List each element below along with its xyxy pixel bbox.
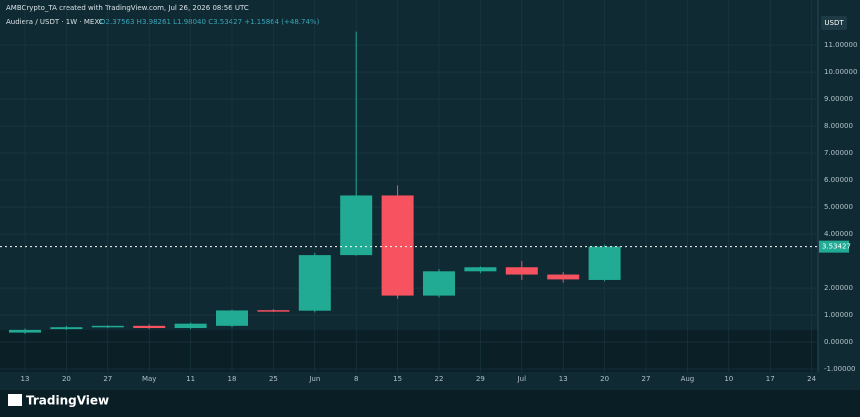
- candle-body: [174, 323, 207, 328]
- x-tick-label: 27: [642, 375, 651, 383]
- x-tick-label: May: [142, 375, 156, 383]
- y-tick-label: 1.00000: [824, 311, 853, 319]
- x-tick-label: 27: [103, 375, 112, 383]
- y-tick-label: 10.00000: [824, 68, 857, 76]
- x-tick-label: 13: [559, 375, 568, 383]
- candle-body: [547, 274, 580, 280]
- x-tick-label: 15: [393, 375, 402, 383]
- currency-label[interactable]: USDT: [824, 19, 844, 27]
- candle-body: [50, 327, 83, 330]
- candle-body: [505, 267, 538, 275]
- candle-body: [216, 310, 248, 326]
- x-tick-label: Aug: [681, 375, 695, 383]
- y-tick-label: -1.00000: [824, 365, 855, 373]
- x-tick-label: 25: [269, 375, 278, 383]
- x-tick-label: Jun: [308, 375, 320, 383]
- last-price-label: 3.53427: [822, 243, 851, 251]
- y-tick-label: 0.00000: [824, 338, 853, 346]
- x-tick-label: 10: [724, 375, 733, 383]
- x-tick-label: 24: [807, 375, 816, 383]
- currency-button[interactable]: [821, 16, 847, 30]
- logo-icon: [8, 394, 22, 406]
- x-tick-label: 17: [766, 375, 775, 383]
- ohlc-info: O2.37563 H3.98261 L1.98040 C3.53427 +1.1…: [100, 18, 320, 26]
- y-tick-label: 6.00000: [824, 176, 853, 184]
- x-tick-label: 11: [186, 375, 195, 383]
- logo: TradingView: [26, 394, 109, 408]
- x-tick-label: 13: [21, 375, 30, 383]
- candle-body: [340, 195, 373, 256]
- y-tick-label: 11.00000: [824, 41, 857, 49]
- x-tick-label: 29: [476, 375, 485, 383]
- y-tick-label: 7.00000: [824, 149, 853, 157]
- x-tick-label: 8: [354, 375, 358, 383]
- candle-body: [9, 329, 41, 333]
- volume-pane: [0, 330, 818, 372]
- x-tick-label: 20: [600, 375, 609, 383]
- y-tick-label: 9.00000: [824, 95, 853, 103]
- last-price-box: [819, 240, 849, 253]
- candle-body: [423, 271, 455, 296]
- y-tick-label: 5.00000: [824, 203, 853, 211]
- candle-body: [588, 246, 621, 280]
- candle-body: [298, 255, 331, 311]
- candle-body: [257, 310, 290, 312]
- candle-body: [464, 267, 497, 272]
- x-tick-label: Jul: [517, 375, 527, 383]
- candle-body: [133, 325, 166, 328]
- y-tick-label: 8.00000: [824, 122, 853, 130]
- x-tick-label: 20: [62, 375, 71, 383]
- x-tick-label: 18: [228, 375, 237, 383]
- candle-body: [381, 195, 414, 296]
- y-tick-label: 4.00000: [824, 230, 853, 238]
- attribution: AMBCrypto_TA created with TradingView.co…: [6, 4, 249, 12]
- y-tick-label: 2.00000: [824, 284, 853, 292]
- footer: [0, 390, 860, 417]
- x-tick-label: 22: [435, 375, 444, 383]
- symbol-info: Audiera / USDT · 1W · MEXC: [6, 18, 104, 26]
- candle-body: [91, 325, 124, 328]
